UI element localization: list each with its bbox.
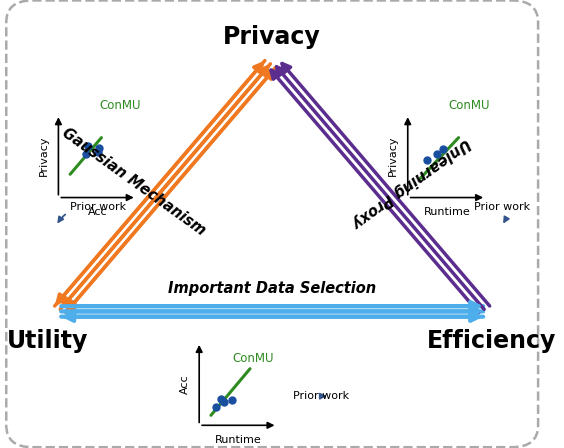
Text: Prior work: Prior work bbox=[474, 202, 530, 222]
Text: Utility: Utility bbox=[7, 329, 89, 353]
Text: Acc: Acc bbox=[180, 374, 190, 393]
Text: Privacy: Privacy bbox=[389, 136, 398, 176]
Text: Prior work: Prior work bbox=[59, 202, 126, 222]
Text: Acc: Acc bbox=[87, 207, 107, 217]
Text: ConMU: ConMU bbox=[448, 99, 490, 112]
Text: Unlearning Proxy: Unlearning Proxy bbox=[349, 135, 473, 230]
Text: Important Data Selection: Important Data Selection bbox=[168, 281, 376, 296]
Text: ConMU: ConMU bbox=[99, 99, 140, 112]
Text: Runtime: Runtime bbox=[424, 207, 470, 217]
Text: Efficiency: Efficiency bbox=[426, 329, 556, 353]
Text: Runtime: Runtime bbox=[215, 435, 262, 445]
Text: Privacy: Privacy bbox=[39, 136, 49, 176]
Text: Privacy: Privacy bbox=[223, 25, 321, 49]
Text: Prior work: Prior work bbox=[293, 391, 349, 401]
Text: ConMU: ConMU bbox=[232, 353, 274, 366]
Text: Gaussian Mechanism: Gaussian Mechanism bbox=[60, 126, 209, 239]
